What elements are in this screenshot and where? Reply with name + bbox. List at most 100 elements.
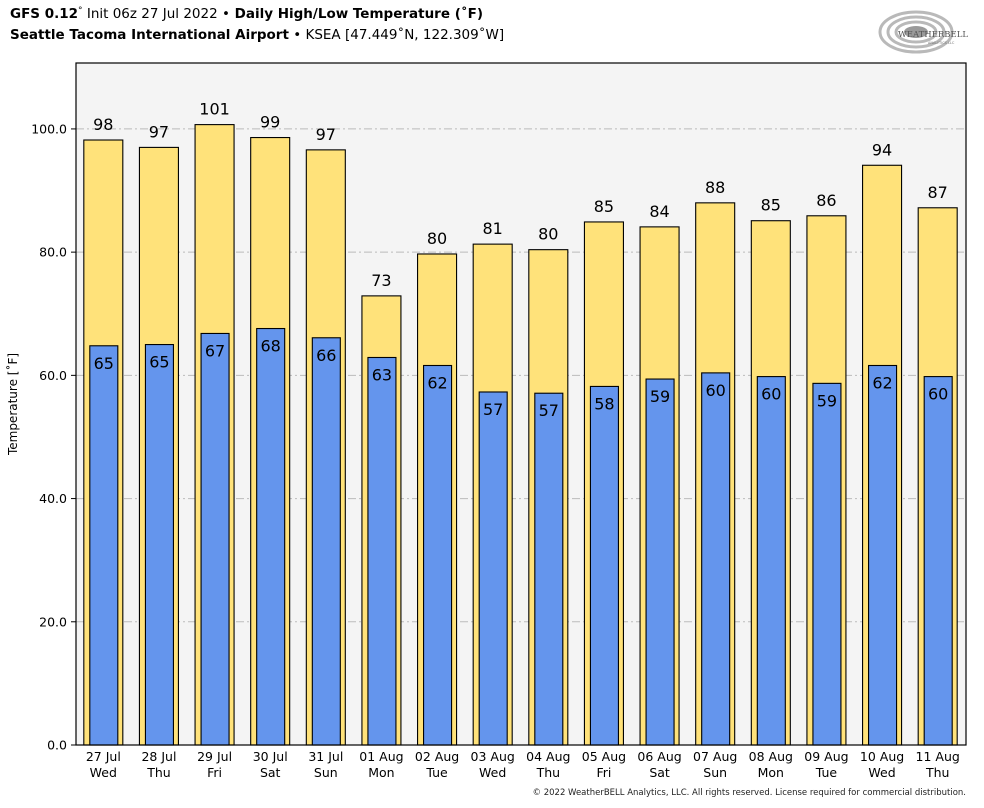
- low-temp-label: 59: [650, 387, 670, 406]
- high-temp-label: 87: [928, 183, 948, 202]
- low-temp-label: 60: [706, 381, 726, 400]
- low-temp-bar: [256, 327, 286, 746]
- high-temp-label: 94: [872, 140, 892, 159]
- model-name: GFS 0.12: [10, 6, 79, 22]
- low-temp-label: 57: [539, 401, 559, 420]
- y-tick-label: 80.0: [39, 245, 67, 260]
- x-tick-label-date: 01 Aug: [359, 749, 403, 764]
- logo-subtext: ANALYTICS LLC: [928, 41, 955, 45]
- x-tick-label-date: 28 Jul: [141, 749, 176, 764]
- x-tick-label-date: 04 Aug: [526, 749, 570, 764]
- degree-mark: °: [78, 6, 83, 16]
- x-tick-label-date: 08 Aug: [749, 749, 793, 764]
- x-tick-label-weekday: Mon: [368, 765, 394, 780]
- low-temp-bar: [423, 364, 453, 746]
- low-temp-label: 67: [205, 341, 225, 360]
- low-temp-label: 60: [761, 385, 781, 404]
- high-temp-label: 80: [427, 229, 447, 248]
- x-tick-label-date: 07 Aug: [693, 749, 737, 764]
- low-temp-bar: [812, 382, 842, 746]
- x-tick-label-weekday: Thu: [146, 765, 170, 780]
- low-temp-label: 68: [261, 337, 281, 356]
- low-temp-label: 66: [316, 346, 336, 365]
- high-temp-label: 85: [594, 197, 614, 216]
- x-tick-label-weekday: Sun: [703, 765, 727, 780]
- station-name: Seattle Tacoma International Airport: [10, 27, 289, 43]
- high-temp-label: 81: [483, 219, 503, 238]
- high-temp-label: 99: [260, 113, 280, 132]
- low-temp-label: 60: [928, 385, 948, 404]
- x-tick-label-weekday: Sat: [260, 765, 281, 780]
- x-tick-label-weekday: Sun: [314, 765, 338, 780]
- high-temp-label: 97: [149, 122, 169, 141]
- low-temp-label: 57: [483, 400, 503, 419]
- x-tick-label-weekday: Wed: [90, 765, 117, 780]
- y-tick-label: 20.0: [39, 614, 67, 629]
- high-temp-label: 86: [816, 191, 836, 210]
- station-id: KSEA [47.449˚N, 122.309˚W]: [301, 27, 505, 43]
- high-temp-label: 85: [761, 196, 781, 215]
- bars: [83, 124, 958, 746]
- high-temp-label: 84: [649, 202, 669, 221]
- x-tick-label-weekday: Fri: [596, 765, 611, 780]
- x-tick-label-date: 03 Aug: [471, 749, 515, 764]
- low-temp-label: 59: [817, 391, 837, 410]
- y-tick-label: 60.0: [39, 368, 67, 383]
- copyright-notice: © 2022 WeatherBELL Analytics, LLC. All r…: [532, 788, 966, 798]
- low-temp-bar: [89, 345, 119, 746]
- low-temp-bar: [311, 337, 341, 746]
- init-time: Init 06z 27 Jul 2022: [82, 6, 222, 22]
- y-axis-label: Temperature [˚F]: [5, 353, 20, 456]
- logo-text: WEATHERBELL: [898, 30, 968, 40]
- high-temp-label: 101: [199, 100, 230, 119]
- low-temp-bar: [756, 376, 786, 746]
- low-temp-label: 65: [94, 354, 114, 373]
- x-tick-label-date: 05 Aug: [582, 749, 626, 764]
- product-title: Daily High/Low Temperature (˚F): [229, 6, 484, 22]
- low-temp-bar: [144, 343, 174, 746]
- high-temp-label: 80: [538, 225, 558, 244]
- x-tick-label-weekday: Mon: [758, 765, 784, 780]
- data-labels: 98 65 97 65 101 67 99 68 97 66 73 63 80 62 81 57 80 57 85 5…: [93, 100, 948, 421]
- high-temp-label: 98: [93, 115, 113, 134]
- low-temp-bar: [200, 332, 230, 746]
- y-tick-label: 40.0: [39, 491, 67, 506]
- logo-swirl-icon: [878, 10, 954, 54]
- low-temp-label: 63: [372, 365, 392, 384]
- bullet-separator: •: [293, 27, 302, 43]
- x-tick-label-weekday: Fri: [207, 765, 222, 780]
- y-tick-label: 100.0: [31, 121, 67, 136]
- y-tick-label: 0.0: [47, 738, 67, 753]
- plot-frame: [75, 62, 967, 746]
- low-temp-bar: [367, 356, 397, 746]
- x-tick-label-date: 09 Aug: [804, 749, 848, 764]
- low-temp-label: 58: [594, 394, 614, 413]
- x-tick-label-weekday: Thu: [925, 765, 949, 780]
- low-temp-label: 65: [149, 353, 169, 372]
- low-temp-bar: [701, 372, 731, 746]
- x-tick-label-date: 30 Jul: [253, 749, 288, 764]
- low-temp-bar: [478, 391, 508, 746]
- chart-title-line-1: GFS 0.12° Init 06z 27 Jul 2022 • Daily H…: [10, 6, 483, 22]
- high-temp-label: 97: [316, 125, 336, 144]
- x-tick-label-weekday: Tue: [425, 765, 448, 780]
- bullet-separator: •: [221, 6, 230, 22]
- x-tick-label-date: 02 Aug: [415, 749, 459, 764]
- x-tick-label-weekday: Tue: [815, 765, 838, 780]
- low-temp-label: 62: [872, 373, 892, 392]
- x-tick-label-weekday: Thu: [536, 765, 560, 780]
- weatherbell-logo: WEATHERBELL ANALYTICS LLC: [878, 10, 968, 54]
- chart-title-line-2: Seattle Tacoma International Airport • K…: [10, 27, 504, 43]
- y-axis: 0.0 20.0 40.0 60.0 80.0 100.0: [31, 121, 76, 753]
- x-tick-label-date: 06 Aug: [637, 749, 681, 764]
- x-tick-label-date: 11 Aug: [916, 749, 960, 764]
- low-temp-bar: [645, 378, 675, 746]
- high-temp-label: 88: [705, 178, 725, 197]
- x-tick-label-date: 31 Jul: [308, 749, 343, 764]
- x-tick-label-date: 27 Jul: [86, 749, 121, 764]
- high-temp-label: 73: [371, 271, 391, 290]
- low-temp-bar: [923, 376, 953, 746]
- x-tick-label-weekday: Wed: [868, 765, 895, 780]
